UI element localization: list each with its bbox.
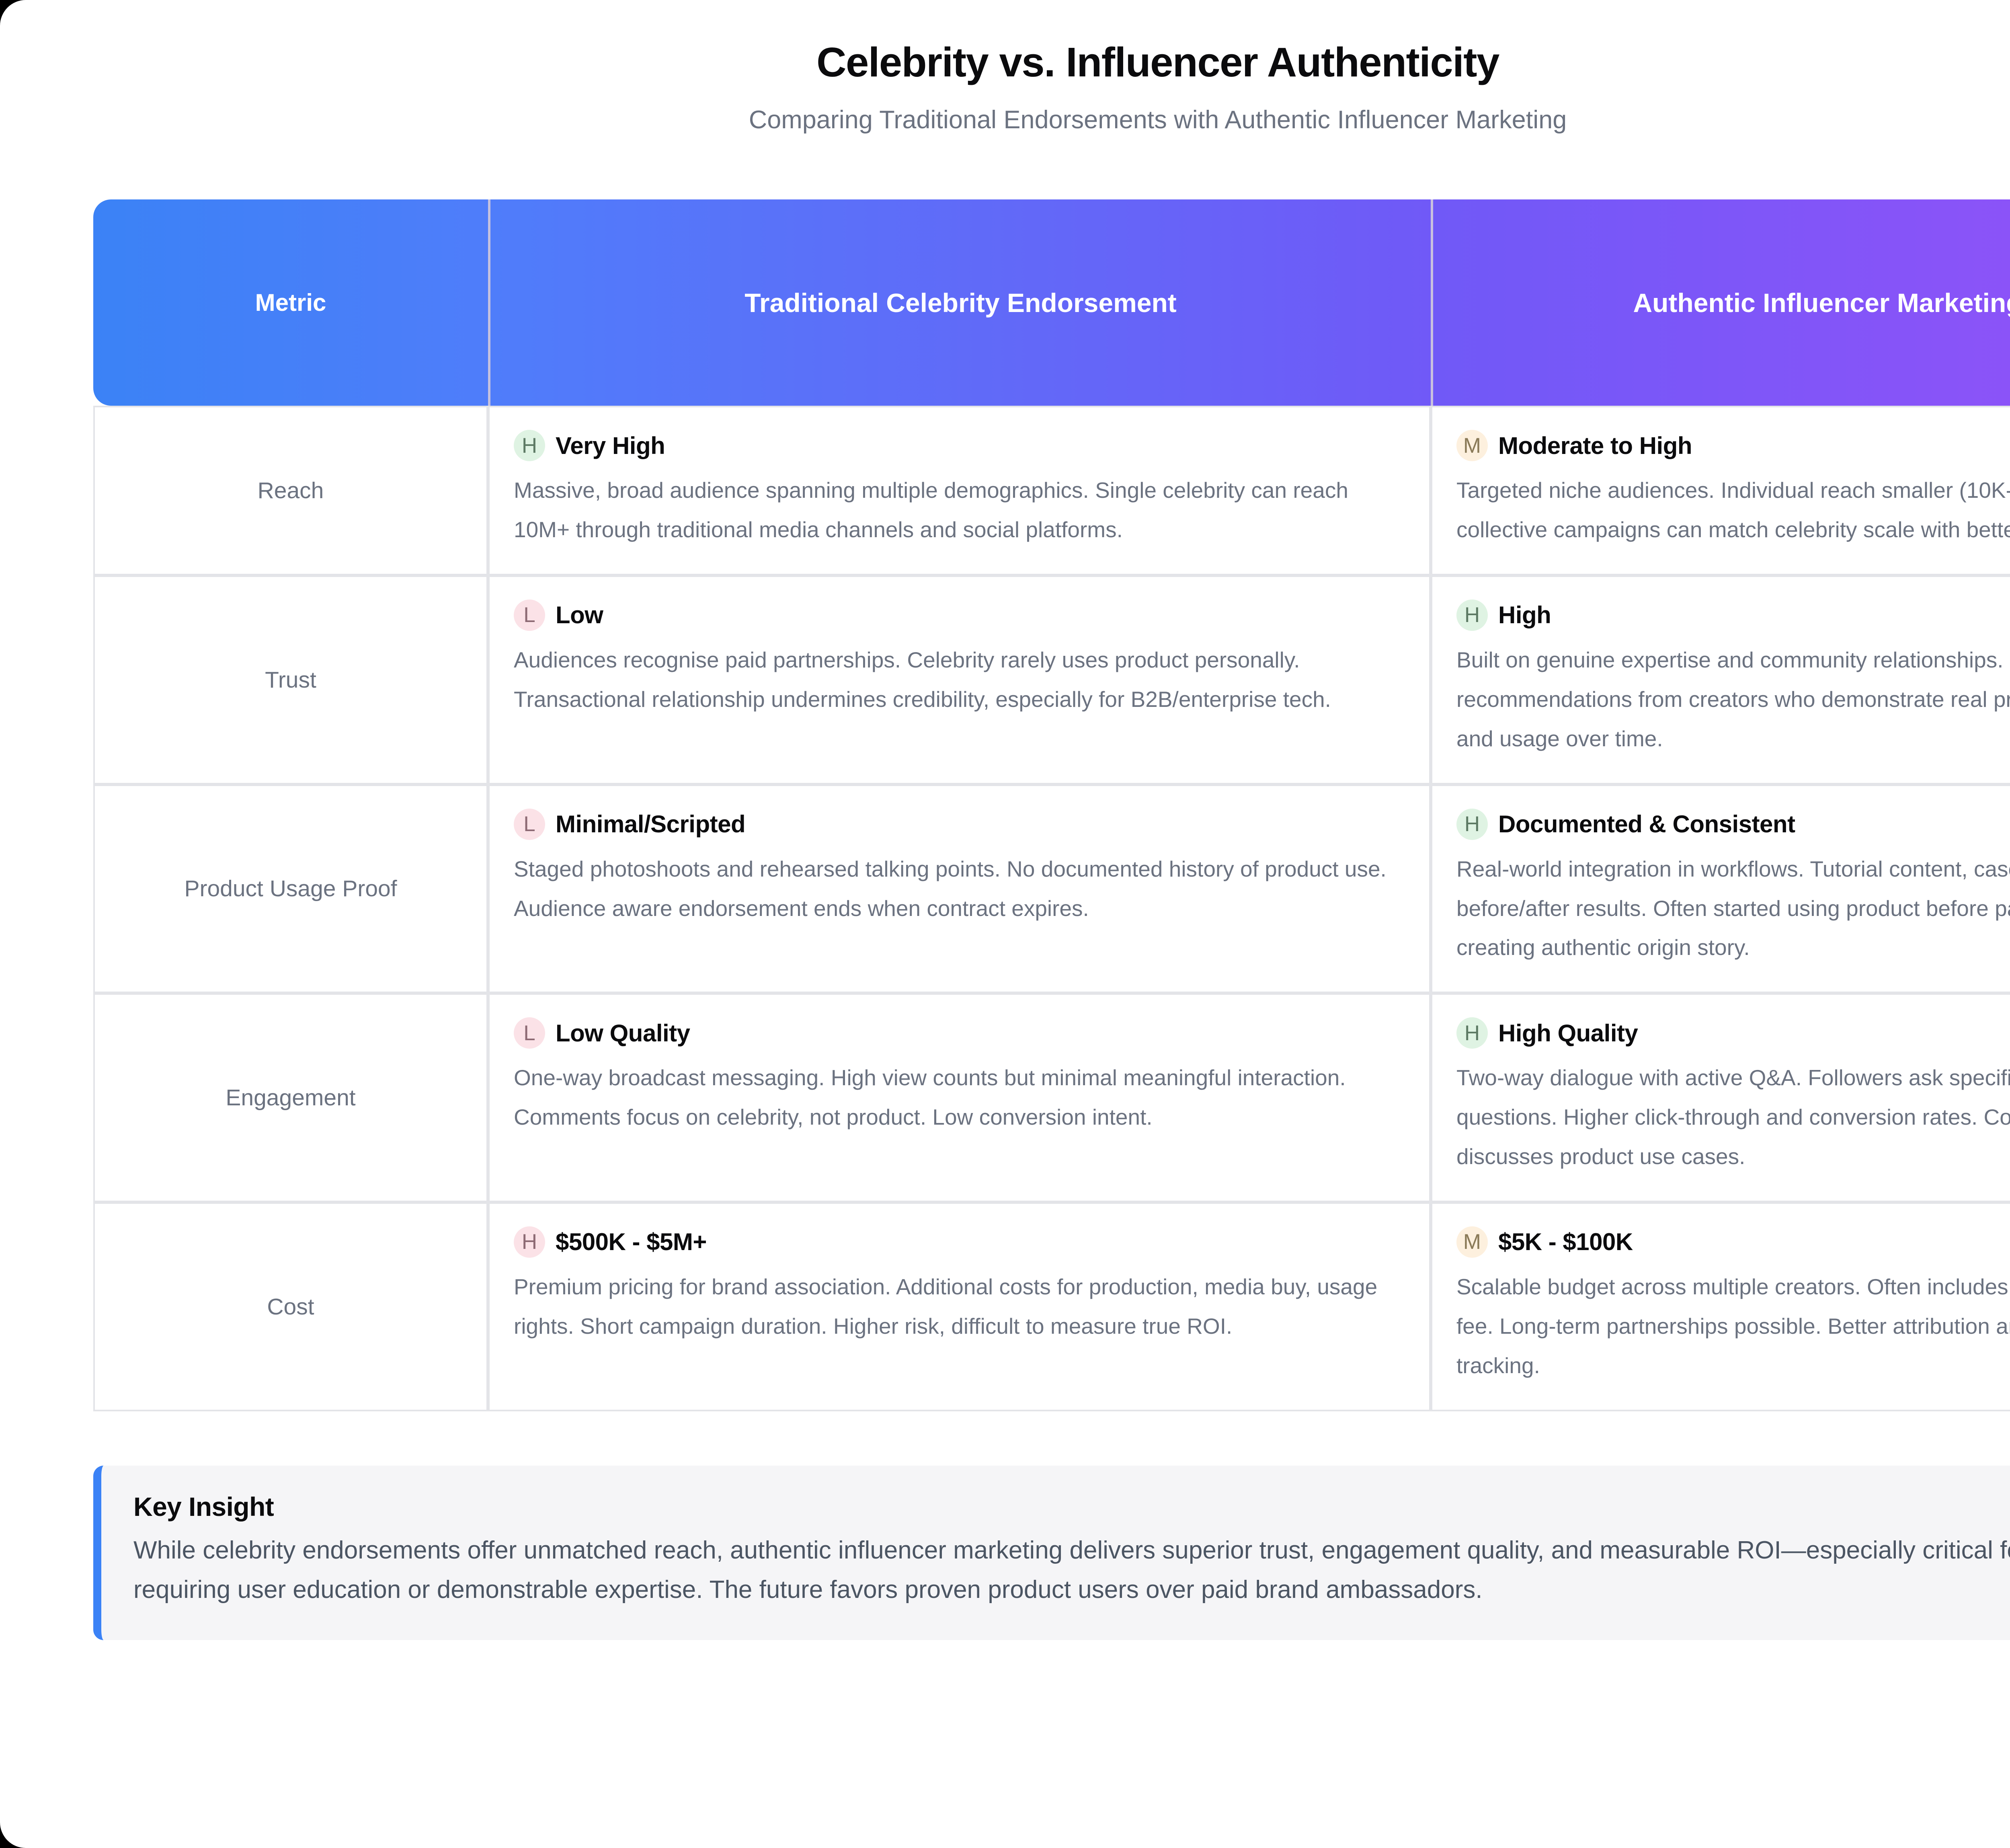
metric-label: Cost [267, 1294, 314, 1320]
rating-badge-icon: L [514, 599, 545, 631]
description-text: Scalable budget across multiple creators… [1456, 1274, 2010, 1378]
value-text: $5K - $100K [1498, 1228, 1633, 1256]
table-header-row: Metric Traditional Celebrity Endorsement… [93, 199, 2010, 406]
rating-badge-icon: H [514, 430, 545, 462]
description-text: Massive, broad audience spanning multipl… [514, 478, 1348, 542]
celebrity-cell: H Very High Massive, broad audience span… [488, 406, 1431, 575]
value-text: Very High [556, 432, 665, 459]
description-text: Staged photoshoots and rehearsed talking… [514, 856, 1386, 921]
page-subtitle: Comparing Traditional Endorsements with … [749, 106, 1567, 134]
column-header-influencer-label: Authentic Influencer Marketing [1633, 287, 2010, 318]
value-text: Low [556, 602, 603, 629]
key-insight-callout: Key Insight While celebrity endorsements… [93, 1465, 2010, 1640]
rating-badge-icon: M [1456, 430, 1488, 462]
rating-badge-icon: L [514, 808, 545, 840]
influencer-cell: H High Quality Two-way dialogue with act… [1431, 993, 2010, 1202]
description-text: Two-way dialogue with active Q&A. Follow… [1456, 1065, 2010, 1169]
influencer-cell: H Documented & Consistent Real-world int… [1431, 784, 2010, 994]
influencer-cell: M $5K - $100K Scalable budget across mul… [1431, 1202, 2010, 1411]
column-header-metric: Metric [93, 199, 488, 406]
celebrity-cell: L Minimal/Scripted Staged photoshoots an… [488, 784, 1431, 994]
table-row: Engagement L Low Quality One-way broadca… [93, 993, 2010, 1202]
table-row: Cost H $500K - $5M+ Premium pricing for … [93, 1202, 2010, 1411]
value-line: H Very High [514, 430, 1400, 462]
metric-label: Trust [265, 667, 316, 693]
value-text: High [1498, 602, 1551, 629]
value-line: L Low [514, 599, 1400, 631]
column-header-celebrity: Traditional Celebrity Endorsement [488, 199, 1431, 406]
metric-label: Reach [257, 478, 324, 504]
rating-badge-icon: H [514, 1226, 545, 1258]
table-head: Metric Traditional Celebrity Endorsement… [93, 199, 2010, 406]
key-insight-body: While celebrity endorsements offer unmat… [133, 1536, 2010, 1604]
description-text: One-way broadcast messaging. High view c… [514, 1065, 1346, 1130]
value-text: Low Quality [556, 1019, 690, 1047]
value-line: H High [1456, 599, 2010, 631]
metric-label: Engagement [226, 1085, 356, 1111]
page-title: Celebrity vs. Influencer Authenticity [816, 39, 1499, 85]
metric-cell: Product Usage Proof [93, 784, 488, 994]
description-text: Premium pricing for brand association. A… [514, 1274, 1378, 1339]
document-header: Celebrity vs. Influencer Authenticity Co… [93, 0, 2010, 136]
description-text: Audiences recognise paid partnerships. C… [514, 647, 1331, 712]
rating-badge-icon: M [1456, 1226, 1488, 1258]
table-row: Product Usage Proof L Minimal/Scripted S… [93, 784, 2010, 994]
value-line: L Minimal/Scripted [514, 808, 1400, 840]
value-line: M Moderate to High [1456, 430, 2010, 462]
value-text: $500K - $5M+ [556, 1228, 707, 1256]
celebrity-cell: L Low Audiences recognise paid partnersh… [488, 575, 1431, 784]
metric-cell: Cost [93, 1202, 488, 1411]
rating-badge-icon: L [514, 1017, 545, 1049]
metric-label: Product Usage Proof [184, 876, 397, 902]
description-text: Targeted niche audiences. Individual rea… [1456, 478, 2010, 542]
table-row: Reach H Very High Massive, broad audienc… [93, 406, 2010, 575]
influencer-cell: H High Built on genuine expertise and co… [1431, 575, 2010, 784]
value-line: L Low Quality [514, 1017, 1400, 1049]
column-header-metric-label: Metric [255, 289, 326, 316]
value-text: Documented & Consistent [1498, 811, 1795, 838]
value-line: M $5K - $100K [1456, 1226, 2010, 1258]
table-body: Reach H Very High Massive, broad audienc… [93, 406, 2010, 1411]
rating-badge-icon: H [1456, 1017, 1488, 1049]
rating-badge-icon: H [1456, 808, 1488, 840]
value-text: Moderate to High [1498, 432, 1692, 459]
metric-cell: Trust [93, 575, 488, 784]
metric-cell: Reach [93, 406, 488, 575]
celebrity-cell: H $500K - $5M+ Premium pricing for brand… [488, 1202, 1431, 1411]
description-text: Real-world integration in workflows. Tut… [1456, 856, 2010, 960]
influencer-cell: M Moderate to High Targeted niche audien… [1431, 406, 2010, 575]
column-header-celebrity-label: Traditional Celebrity Endorsement [745, 287, 1177, 318]
value-text: High Quality [1498, 1019, 1638, 1047]
comparison-table-wrapper: Metric Traditional Celebrity Endorsement… [93, 199, 2010, 1411]
value-line: H $500K - $5M+ [514, 1226, 1400, 1258]
metric-cell: Engagement [93, 993, 488, 1202]
celebrity-cell: L Low Quality One-way broadcast messagin… [488, 993, 1431, 1202]
value-line: H Documented & Consistent [1456, 808, 2010, 840]
table-row: Trust L Low Audiences recognise paid par… [93, 575, 2010, 784]
value-line: H High Quality [1456, 1017, 2010, 1049]
rating-badge-icon: H [1456, 599, 1488, 631]
description-text: Built on genuine expertise and community… [1456, 647, 2010, 751]
key-insight-title: Key Insight [133, 1491, 274, 1522]
column-header-influencer: Authentic Influencer Marketing [1431, 199, 2010, 406]
value-text: Minimal/Scripted [556, 811, 746, 838]
comparison-table: Metric Traditional Celebrity Endorsement… [93, 199, 2010, 1411]
